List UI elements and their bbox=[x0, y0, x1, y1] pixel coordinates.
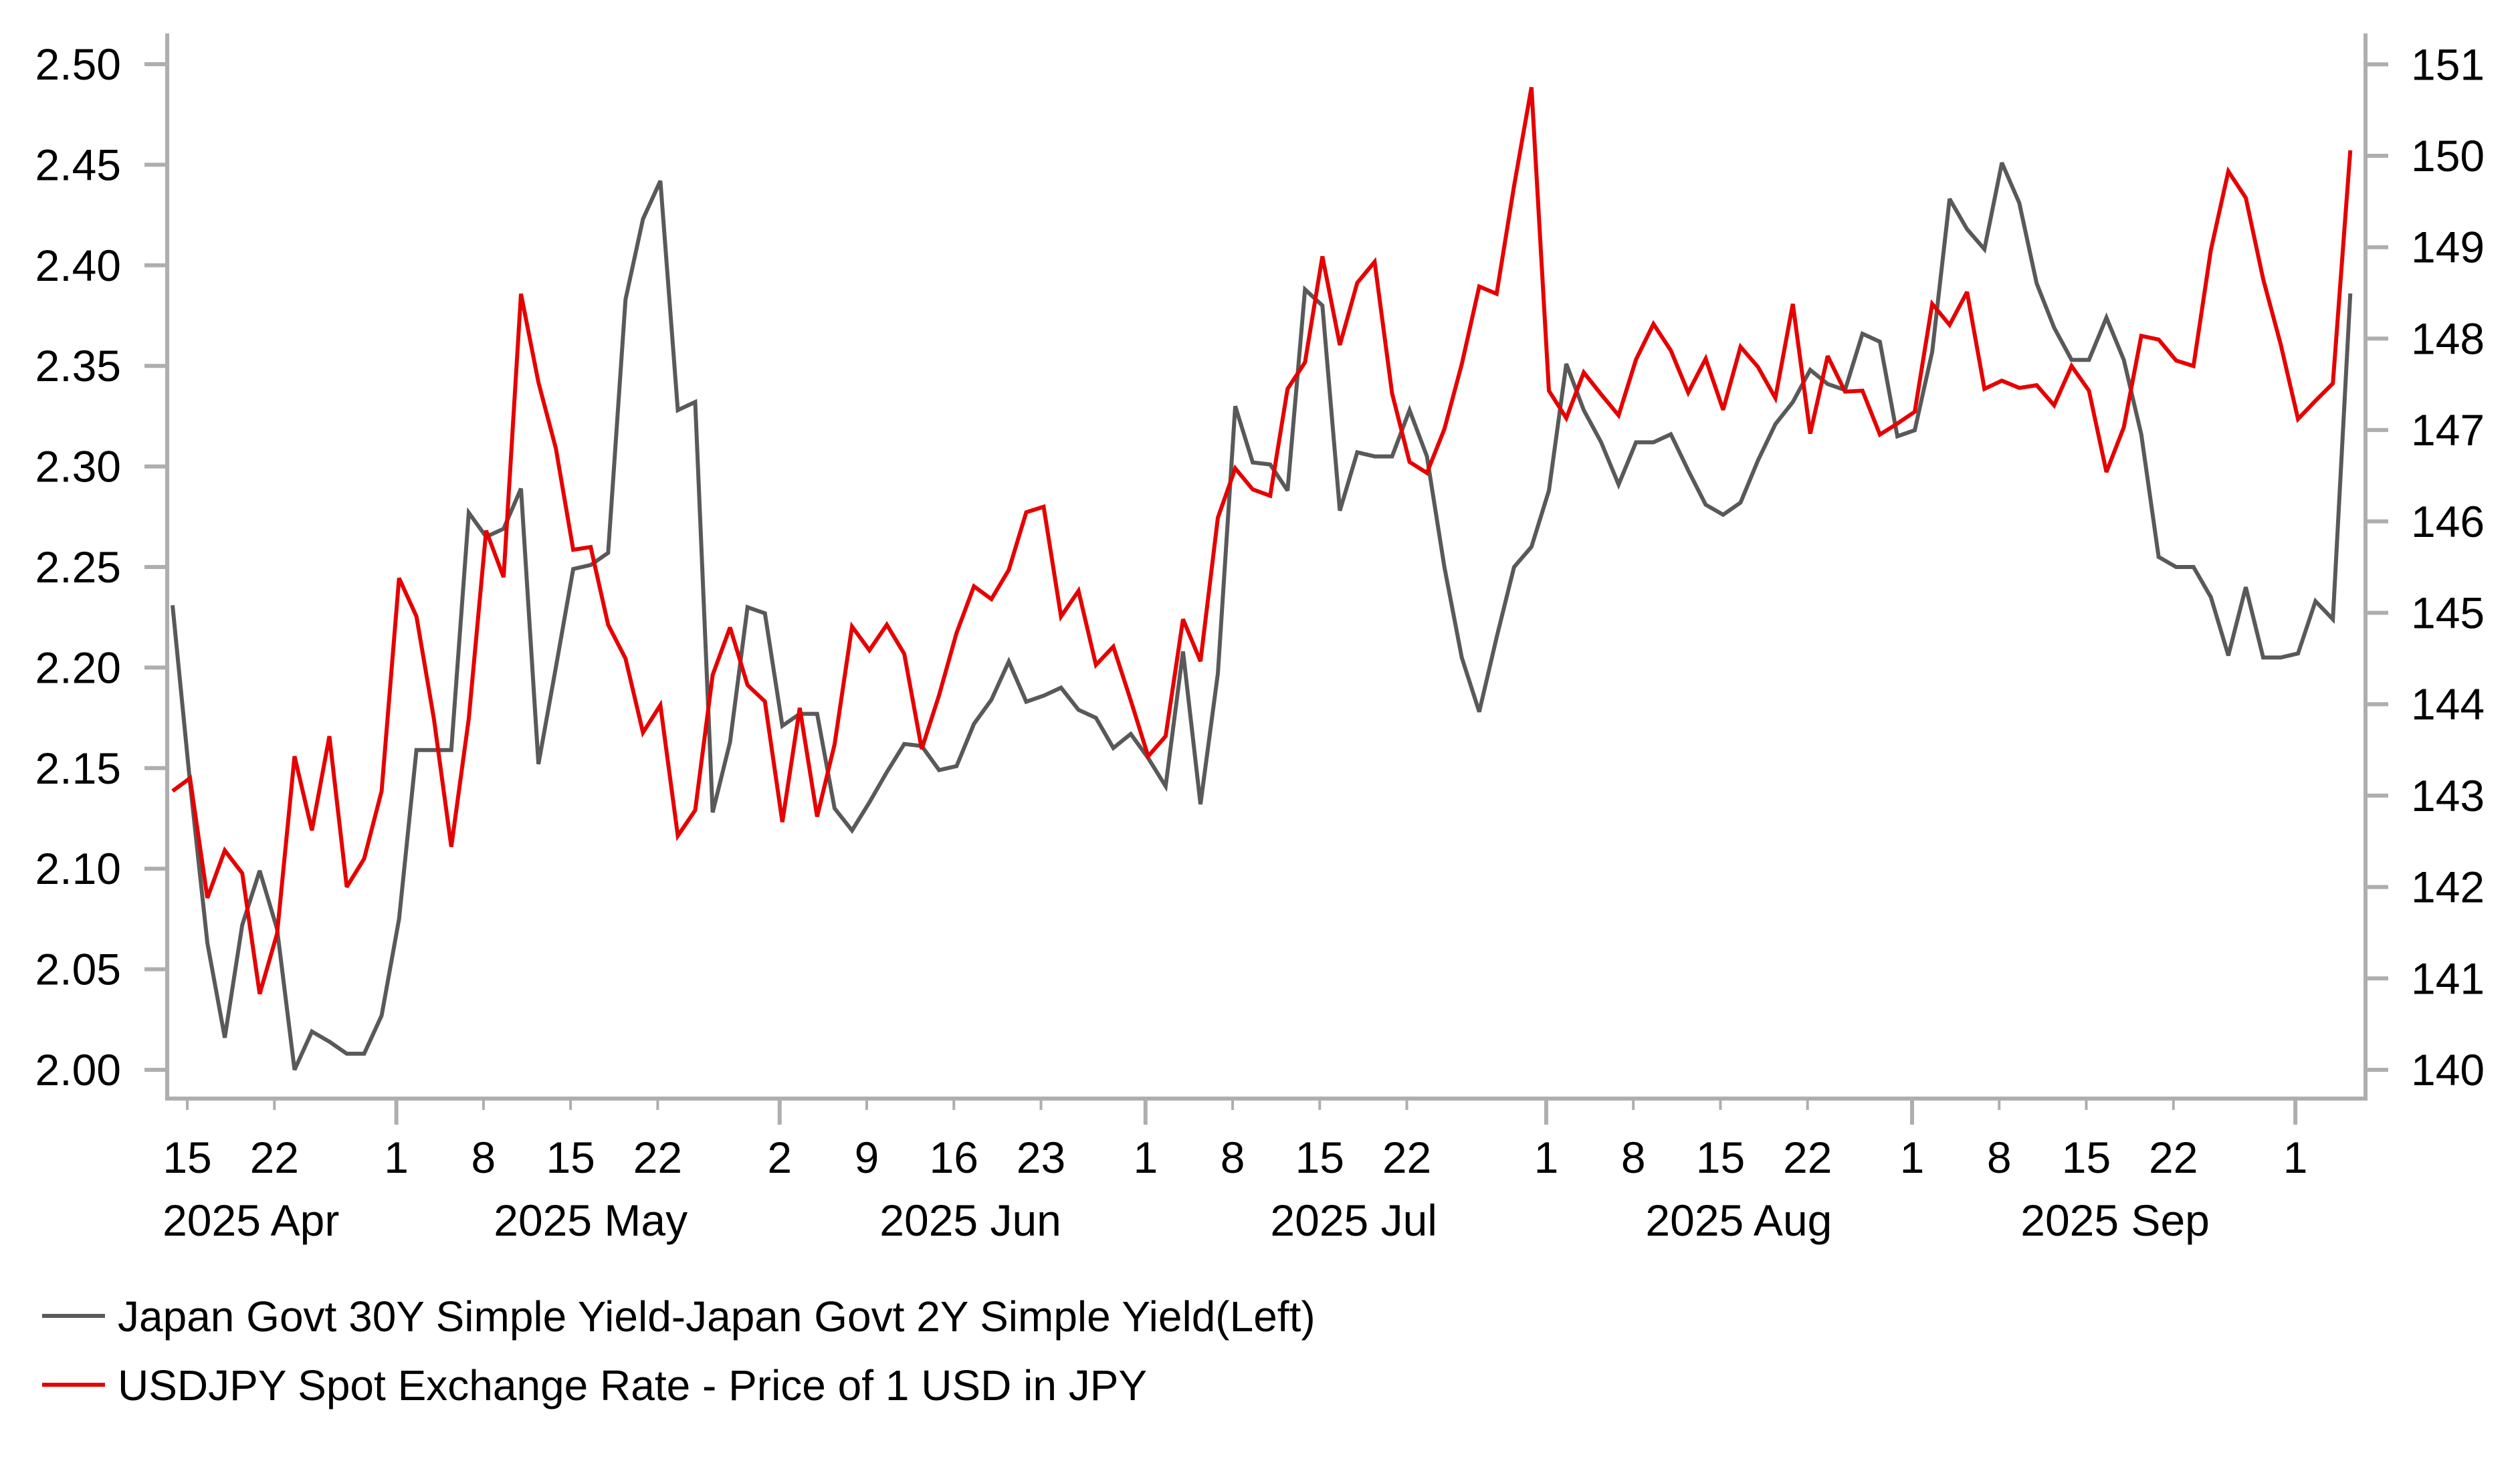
plot-axes: 2.00 2.05 2.10 2.15 2.20 2.25 2.30 2.35 2.40 2.45… bbox=[35, 33, 2485, 1245]
x-axis-day-label: 15 bbox=[2062, 1133, 2111, 1182]
left-axis-tick-label: 2.20 bbox=[35, 643, 121, 692]
right-axis-tick-label: 149 bbox=[2411, 223, 2485, 272]
x-axis-day-label: 8 bbox=[1221, 1133, 1245, 1182]
right-axis-tick-label: 150 bbox=[2411, 131, 2485, 181]
series-line-usdjpy bbox=[171, 86, 2353, 995]
left-axis-tick-label: 2.15 bbox=[35, 744, 121, 793]
right-axis-tick-label: 146 bbox=[2411, 497, 2485, 546]
legend: Japan Govt 30Y Simple Yield-Japan Govt 2… bbox=[42, 1292, 1316, 1409]
right-axis-tick-label: 140 bbox=[2411, 1045, 2485, 1095]
series-layer bbox=[171, 86, 2353, 1071]
x-axis-month-label: 2025 Aug bbox=[1645, 1196, 1832, 1245]
x-axis-month-label: 2025 Sep bbox=[2020, 1196, 2210, 1245]
x-axis-day-label: 22 bbox=[250, 1133, 299, 1182]
x-axis-month-label: 2025 May bbox=[494, 1196, 688, 1245]
left-axis-tick-label: 2.00 bbox=[35, 1045, 121, 1095]
x-axis-day-label: 1 bbox=[1534, 1133, 1559, 1182]
x-axis-day-label: 15 bbox=[1295, 1133, 1344, 1182]
x-axis-day-label: 16 bbox=[930, 1133, 978, 1182]
right-axis-tick-label: 147 bbox=[2411, 405, 2485, 455]
x-axis-day-label: 8 bbox=[471, 1133, 496, 1182]
x-axis-day-label: 22 bbox=[2149, 1133, 2198, 1182]
right-axis-tick-label: 141 bbox=[2411, 953, 2485, 1003]
right-axis-tick-label: 145 bbox=[2411, 588, 2485, 638]
x-axis-day-label: 8 bbox=[1621, 1133, 1646, 1182]
left-axis-tick-label: 2.05 bbox=[35, 945, 121, 994]
right-axis-tick-label: 151 bbox=[2411, 39, 2485, 89]
x-axis-day-label: 2 bbox=[767, 1133, 792, 1182]
right-axis-tick-label: 148 bbox=[2411, 314, 2485, 363]
left-axis-tick-label: 2.50 bbox=[35, 39, 121, 89]
right-axis-tick-label: 144 bbox=[2411, 679, 2485, 729]
x-axis-day-label: 8 bbox=[1987, 1133, 2012, 1182]
x-axis-day-label: 15 bbox=[546, 1133, 595, 1182]
x-axis-day-label: 9 bbox=[855, 1133, 879, 1182]
x-axis-day-label: 1 bbox=[1133, 1133, 1158, 1182]
x-axis-day-label: 1 bbox=[384, 1133, 409, 1182]
x-axis-day-label: 1 bbox=[2283, 1133, 2308, 1182]
x-axis-day-label: 23 bbox=[1017, 1133, 1065, 1182]
left-axis-tick-label: 2.35 bbox=[35, 341, 121, 390]
x-axis-day-label: 1 bbox=[1900, 1133, 1925, 1182]
x-axis-month-label: 2025 Jun bbox=[879, 1196, 1061, 1245]
legend-label-usdjpy: USDJPY Spot Exchange Rate - Price of 1 U… bbox=[118, 1361, 1147, 1409]
legend-label-yield-spread: Japan Govt 30Y Simple Yield-Japan Govt 2… bbox=[118, 1292, 1316, 1341]
left-axis-tick-label: 2.40 bbox=[35, 241, 121, 290]
left-axis-tick-label: 2.25 bbox=[35, 542, 121, 592]
right-axis-tick-label: 143 bbox=[2411, 771, 2485, 820]
left-axis-tick-label: 2.10 bbox=[35, 844, 121, 893]
left-axis-tick-label: 2.30 bbox=[35, 442, 121, 491]
series-line-yield-spread bbox=[171, 162, 2353, 1071]
x-axis-month-label: 2025 Jul bbox=[1270, 1196, 1437, 1245]
x-axis-day-label: 15 bbox=[1696, 1133, 1745, 1182]
x-axis-day-label: 15 bbox=[163, 1133, 211, 1182]
x-axis-day-label: 22 bbox=[1783, 1133, 1832, 1182]
x-axis-day-label: 22 bbox=[1382, 1133, 1431, 1182]
x-axis-day-label: 22 bbox=[633, 1133, 682, 1182]
right-axis-tick-label: 142 bbox=[2411, 863, 2485, 912]
x-axis-month-label: 2025 Apr bbox=[163, 1196, 339, 1245]
left-axis-tick-label: 2.45 bbox=[35, 140, 121, 189]
